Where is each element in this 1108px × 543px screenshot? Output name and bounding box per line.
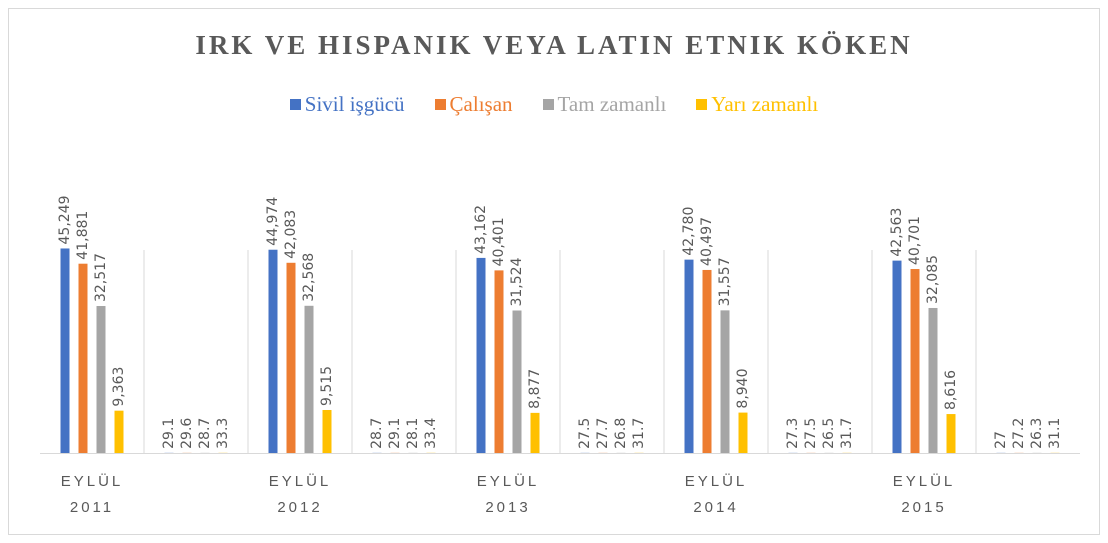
data-label: 40,701: [907, 216, 923, 265]
chart-title: IRK VE HISPANIK VEYA LATIN ETNIK KÖKEN: [195, 30, 913, 60]
data-label: 29.6: [179, 418, 195, 449]
bar: [114, 410, 124, 453]
x-tick-label: EYLÜL 2012: [268, 473, 332, 516]
bar: [720, 310, 730, 453]
legend: Sivil işgücü Çalışan Tam zamanlı Yarı zaman…: [0, 92, 1108, 117]
data-label: 28.7: [197, 418, 213, 449]
data-label: 31.7: [631, 418, 647, 449]
data-label: 32,517: [93, 253, 109, 302]
data-label: 29.1: [387, 418, 403, 449]
legend-label: Çalışan: [449, 92, 513, 116]
data-label: 27.7: [595, 418, 611, 449]
data-label: 28.7: [369, 418, 385, 449]
data-label: 27.5: [803, 418, 819, 449]
bar: [304, 305, 314, 453]
x-tick-label: EYLÜL 2013: [476, 473, 540, 516]
bar: [60, 248, 70, 453]
data-label: 27.2: [1011, 418, 1027, 449]
legend-label: Yarı zamanlı: [711, 92, 819, 116]
data-label: 42,563: [889, 208, 905, 257]
data-label: 31.7: [839, 418, 855, 449]
legend-item: Tam zamanlı: [542, 92, 667, 117]
chart-border: [8, 8, 1100, 535]
data-label: 26.8: [613, 418, 629, 449]
data-label: 32,568: [301, 253, 317, 302]
bar: [476, 257, 486, 453]
bar: [512, 310, 522, 453]
x-tick-label: EYLÜL 2011: [60, 473, 124, 516]
data-label: 8,940: [735, 368, 751, 408]
bar: [530, 412, 540, 453]
bar: [910, 269, 920, 453]
bar: [892, 260, 902, 453]
data-label: 26.5: [821, 418, 837, 449]
data-label: 8,616: [943, 370, 959, 410]
data-label: 27: [993, 431, 1009, 449]
legend-swatch: [289, 99, 301, 110]
x-tick-label: EYLÜL 2015: [892, 473, 956, 516]
x-tick-label: EYLÜL 2014: [684, 473, 748, 516]
legend-swatch: [542, 99, 554, 110]
data-label: 43,162: [473, 205, 489, 254]
data-label: 27.5: [577, 418, 593, 449]
data-label: 33.3: [215, 418, 231, 449]
data-label: 42,083: [283, 210, 299, 259]
bar: [928, 307, 938, 453]
data-label: 40,497: [699, 217, 715, 266]
data-label: 26.3: [1029, 418, 1045, 449]
legend-item: Çalışan: [434, 92, 513, 117]
data-label: 28.1: [405, 418, 421, 449]
data-label: 27.3: [785, 418, 801, 449]
legend-item: Sivil işgücü: [289, 92, 405, 117]
bar: [78, 263, 88, 453]
data-label: 42,780: [681, 207, 697, 256]
bar: [268, 249, 278, 453]
legend-label: Sivil işgücü: [304, 92, 405, 116]
data-label: 29.1: [161, 418, 177, 449]
data-label: 41,881: [75, 211, 91, 260]
legend-label: Tam zamanlı: [557, 92, 667, 116]
data-label: 33.4: [423, 418, 439, 449]
bar: [684, 259, 694, 453]
data-label: 40,401: [491, 217, 507, 266]
bar: [286, 262, 296, 453]
data-label: 32,085: [925, 255, 941, 304]
bar: [96, 306, 106, 453]
data-label: 9,363: [111, 367, 127, 407]
legend-swatch: [696, 99, 708, 110]
data-label: 31,557: [717, 257, 733, 306]
data-label: 31.1: [1047, 418, 1063, 449]
legend-swatch: [434, 99, 446, 110]
data-label: 31,524: [509, 257, 525, 306]
bar: [494, 270, 504, 453]
bar: [702, 269, 712, 453]
data-label: 44,974: [265, 197, 281, 246]
data-label: 9,515: [319, 366, 335, 406]
bar: [738, 412, 748, 453]
legend-item: Yarı zamanlı: [696, 92, 818, 117]
data-label: 8,877: [527, 369, 543, 409]
bar: [322, 409, 332, 453]
bar: [946, 414, 956, 453]
data-label: 45,249: [57, 195, 73, 244]
